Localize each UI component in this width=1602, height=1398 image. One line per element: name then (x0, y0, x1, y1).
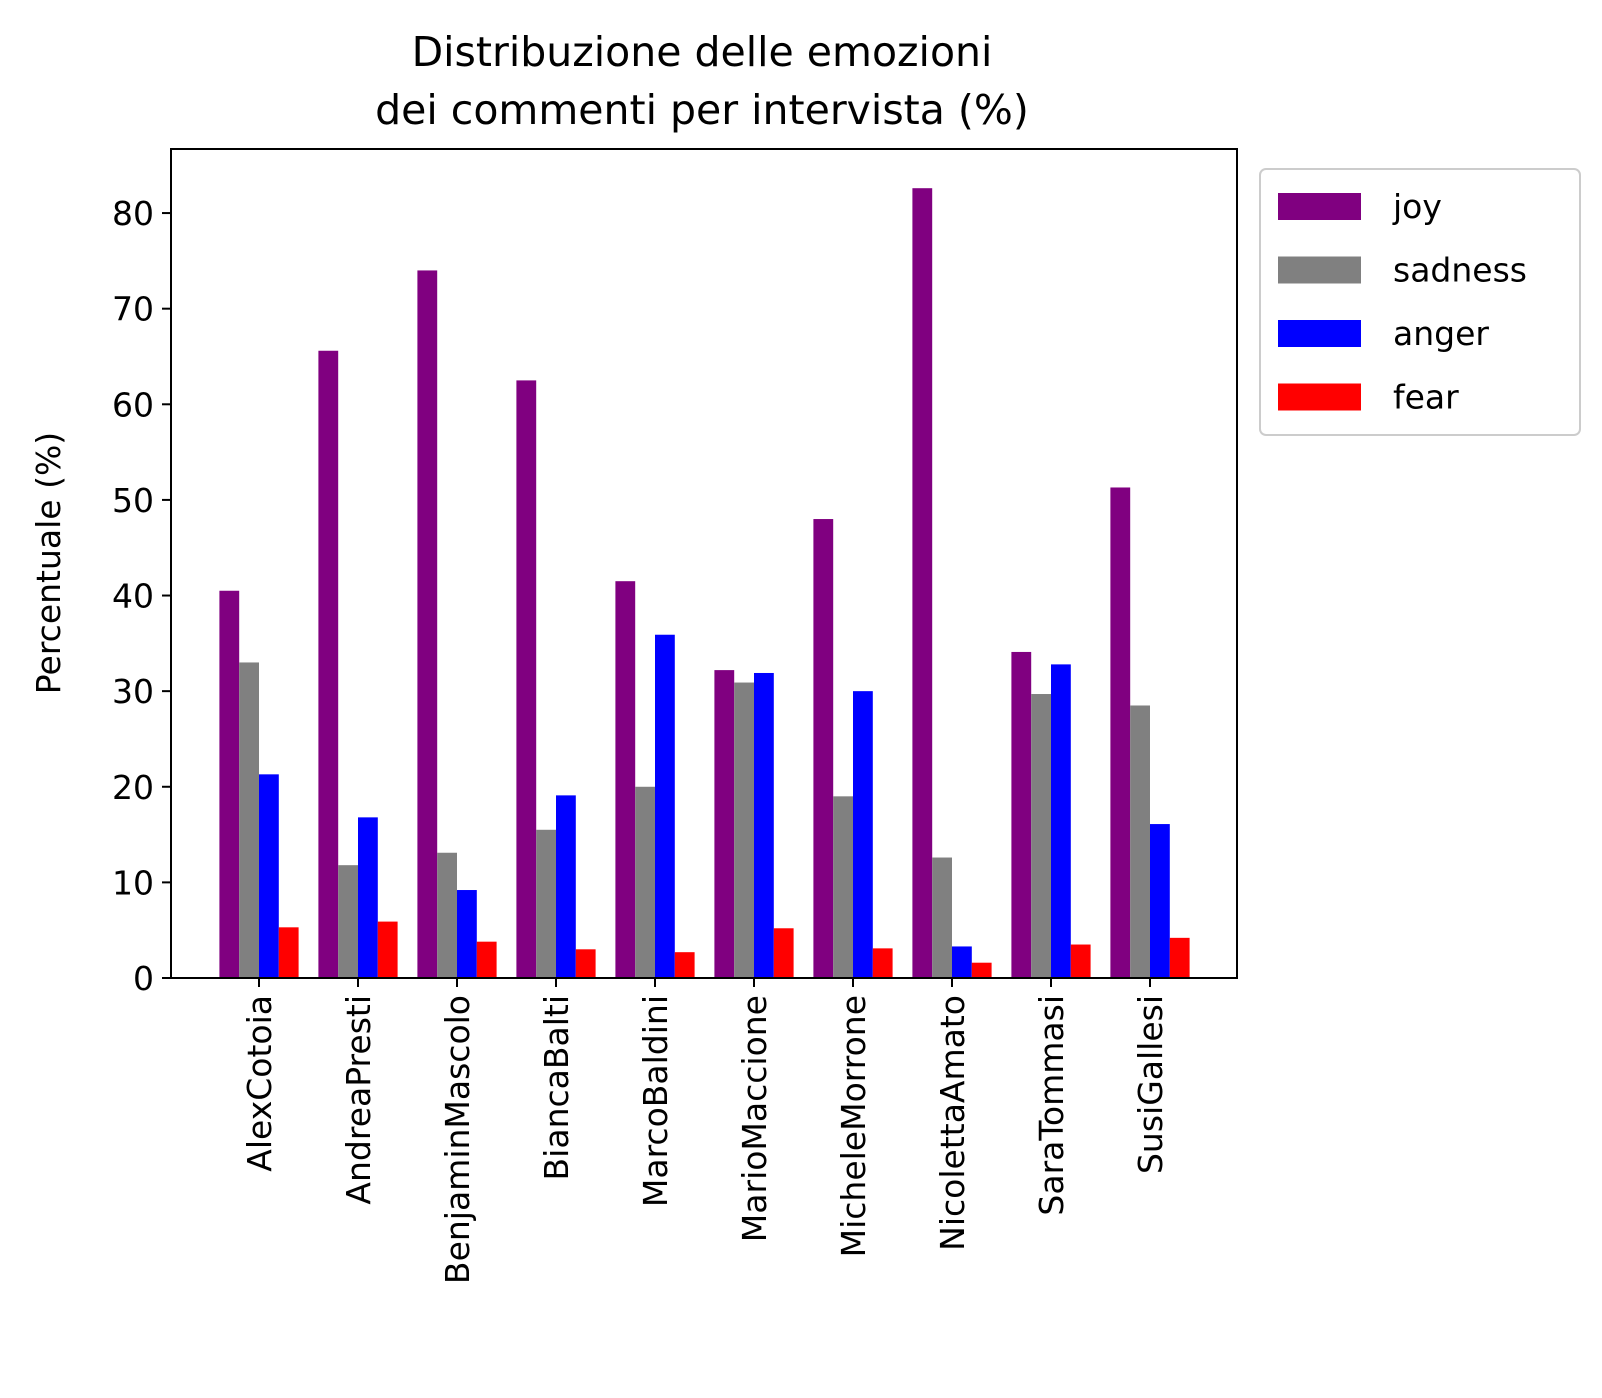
bar-anger-MarioMaccione (754, 672, 774, 978)
bar-anger-AndreaPresti (358, 817, 378, 978)
y-tick-label: 40 (112, 577, 154, 616)
y-axis-label: Percentuale (%) (29, 432, 68, 694)
bar-sadness-MarcoBaldini (635, 786, 655, 978)
chart-title: Distribuzione delle emozioni dei comment… (375, 28, 1029, 134)
legend-swatch-sadness (1278, 256, 1361, 284)
plot-frame (170, 148, 1238, 979)
bar-sadness-BenjaminMascolo (437, 852, 457, 978)
bar-fear-MicheleMorrone (872, 948, 893, 978)
y-tick-label: 0 (133, 959, 154, 998)
legend: joy sadness anger fear (1259, 168, 1581, 436)
x-tick-label: MicheleMorrone (834, 995, 873, 1257)
y-tick-label: 80 (112, 194, 154, 233)
bar-anger-BenjaminMascolo (457, 890, 477, 978)
bar-joy-AndreaPresti (318, 350, 339, 978)
bar-joy-AlexCotoia (219, 590, 240, 978)
bar-anger-SaraTommasi (1051, 664, 1071, 978)
legend-swatch-anger (1278, 320, 1361, 347)
x-tick-label: NicolettaAmato (933, 995, 972, 1251)
bar-joy-SusiGallesi (1110, 487, 1131, 978)
bar-fear-BenjaminMascolo (476, 941, 497, 978)
legend-label-joy: joy (1392, 187, 1442, 226)
x-axis: AlexCotoia AndreaPresti BenjaminMascolo Bia… (240, 978, 1170, 1284)
x-tick-label: BenjaminMascolo (438, 995, 477, 1284)
bar-fear-MarcoBaldini (674, 952, 695, 978)
y-tick-label: 50 (112, 481, 154, 520)
bar-sadness-SaraTommasi (1031, 694, 1051, 978)
bar-anger-NicolettaAmato (952, 946, 972, 978)
bar-anger-MicheleMorrone (853, 691, 873, 978)
bar-joy-SaraTommasi (1011, 651, 1032, 978)
x-tick-label: AlexCotoia (240, 995, 279, 1172)
bar-joy-BiancaBalti (516, 380, 537, 978)
y-tick-label: 70 (112, 290, 154, 329)
x-tick-label: BiancaBalti (537, 995, 576, 1180)
bar-fear-SaraTommasi (1070, 944, 1091, 978)
bar-sadness-MarioMaccione (734, 682, 754, 978)
bar-anger-SusiGallesi (1150, 824, 1170, 978)
bar-fear-MarioMaccione (773, 928, 794, 978)
bar-joy-NicolettaAmato (912, 188, 933, 978)
legend-box (1259, 168, 1581, 436)
x-tick-label: MarcoBaldini (636, 995, 675, 1207)
bar-anger-AlexCotoia (259, 774, 279, 978)
bar-sadness-BiancaBalti (536, 829, 556, 978)
x-tick-label: AndreaPresti (339, 995, 378, 1205)
bar-sadness-AlexCotoia (239, 662, 259, 978)
bar-sadness-SusiGallesi (1130, 705, 1150, 978)
x-tick-label: SaraTommasi (1032, 995, 1071, 1216)
legend-swatch-joy (1278, 193, 1361, 220)
bar-joy-MarcoBaldini (615, 581, 636, 978)
bar-fear-AlexCotoia (278, 927, 299, 978)
bar-joy-MarioMaccione (714, 670, 735, 978)
y-tick-label: 10 (112, 863, 154, 902)
x-tick-label: SusiGallesi (1131, 995, 1170, 1174)
chart-title-line-1: Distribuzione delle emozioni (412, 28, 993, 76)
bar-fear-BiancaBalti (575, 949, 596, 978)
y-tick-label: 60 (112, 385, 154, 424)
y-axis: 0 10 20 30 40 50 60 70 80 (112, 194, 171, 998)
x-tick-label: MarioMaccione (735, 995, 774, 1242)
bar-sadness-AndreaPresti (338, 865, 358, 978)
bar-fear-AndreaPresti (377, 921, 398, 978)
y-tick-label: 30 (112, 672, 154, 711)
y-tick-label: 20 (112, 768, 154, 807)
bar-anger-BiancaBalti (556, 795, 576, 978)
legend-label-sadness: sadness (1393, 251, 1527, 290)
legend-label-fear: fear (1393, 378, 1459, 417)
bars-layer (219, 188, 1190, 978)
bar-sadness-MicheleMorrone (833, 796, 853, 978)
bar-fear-NicolettaAmato (971, 962, 992, 978)
bar-fear-SusiGallesi (1169, 937, 1190, 978)
legend-label-anger: anger (1393, 314, 1489, 353)
chart-title-line-2: dei commenti per intervista (%) (375, 86, 1029, 134)
bar-joy-BenjaminMascolo (417, 270, 438, 978)
bar-joy-MicheleMorrone (813, 519, 834, 978)
bar-sadness-NicolettaAmato (932, 857, 952, 978)
bar-anger-MarcoBaldini (655, 634, 675, 978)
legend-swatch-fear (1278, 383, 1361, 411)
